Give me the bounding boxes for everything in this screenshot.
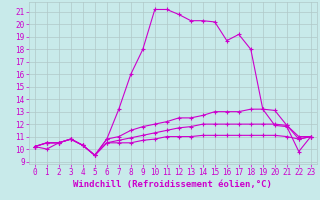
X-axis label: Windchill (Refroidissement éolien,°C): Windchill (Refroidissement éolien,°C) bbox=[73, 180, 272, 189]
